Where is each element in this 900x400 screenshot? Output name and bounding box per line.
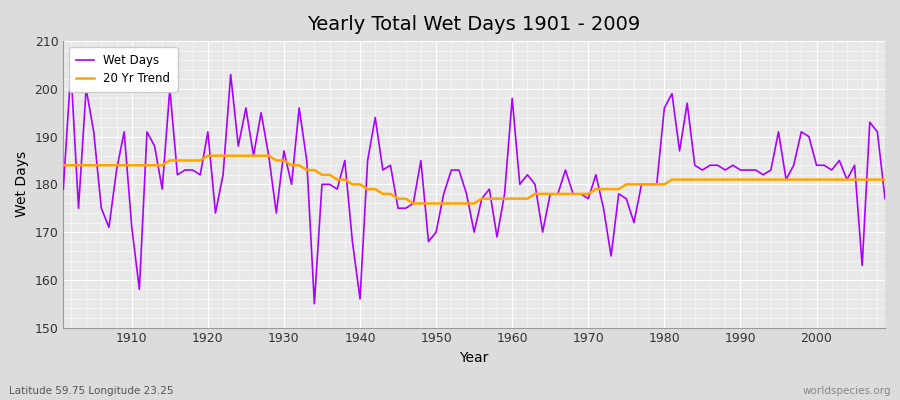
20 Yr Trend [339, 177, 350, 182]
Line: Wet Days: Wet Days [63, 70, 885, 304]
20 Yr Trend [58, 163, 68, 168]
Wet Days [515, 182, 526, 187]
Text: worldspecies.org: worldspecies.org [803, 386, 891, 396]
20 Yr Trend [293, 163, 304, 168]
Legend: Wet Days, 20 Yr Trend: Wet Days, 20 Yr Trend [69, 47, 177, 92]
Wet Days [613, 192, 624, 196]
Line: 20 Yr Trend: 20 Yr Trend [63, 156, 885, 204]
Wet Days [309, 301, 320, 306]
Wet Days [293, 106, 304, 110]
Wet Days [66, 67, 77, 72]
20 Yr Trend [879, 177, 890, 182]
20 Yr Trend [515, 196, 526, 201]
Y-axis label: Wet Days: Wet Days [15, 151, 29, 218]
Wet Days [58, 187, 68, 192]
Wet Days [347, 239, 358, 244]
20 Yr Trend [408, 201, 418, 206]
20 Yr Trend [613, 187, 624, 192]
Wet Days [126, 225, 137, 230]
20 Yr Trend [522, 196, 533, 201]
Text: Latitude 59.75 Longitude 23.25: Latitude 59.75 Longitude 23.25 [9, 386, 174, 396]
20 Yr Trend [202, 153, 213, 158]
X-axis label: Year: Year [460, 351, 489, 365]
Wet Days [522, 172, 533, 177]
20 Yr Trend [119, 163, 130, 168]
Title: Yearly Total Wet Days 1901 - 2009: Yearly Total Wet Days 1901 - 2009 [308, 15, 641, 34]
Wet Days [879, 196, 890, 201]
